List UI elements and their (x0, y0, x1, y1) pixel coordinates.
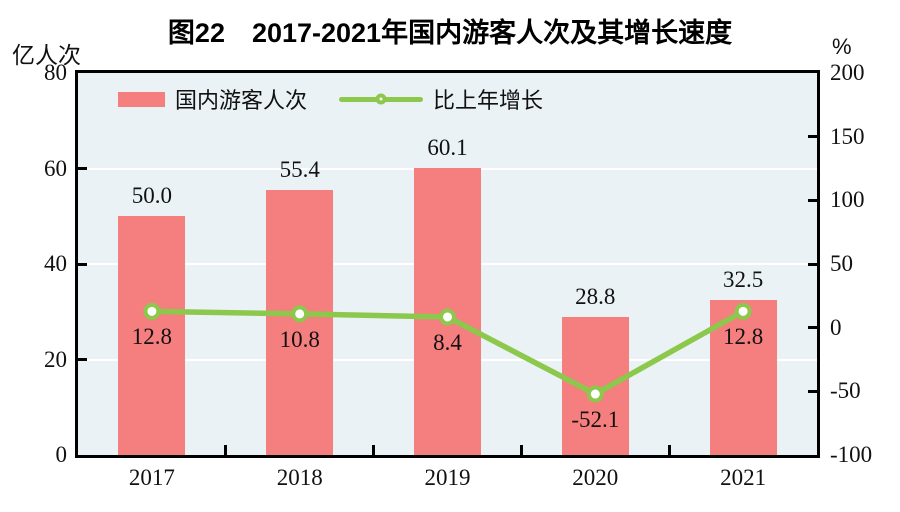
x-axis-label-2021: 2021 (720, 465, 767, 490)
right-axis-tick (808, 262, 817, 266)
right-axis-tick-label: 150 (830, 123, 865, 149)
right-axis-tick (808, 389, 817, 393)
left-axis-tick-label: 40 (44, 251, 67, 276)
growth-value-label: 8.4 (433, 329, 462, 355)
right-axis-tick (808, 135, 817, 139)
left-axis-tick-label: 20 (44, 346, 67, 372)
left-axis-tick (78, 358, 87, 361)
legend-line-dot-icon (375, 93, 387, 105)
legend-line-marker (339, 88, 424, 110)
legend-label-bars: 国内游客人次 (175, 88, 308, 113)
left-axis-tick (78, 262, 87, 266)
growth-point-2018 (291, 305, 309, 323)
bar-2018 (266, 190, 334, 455)
growth-value-label: 12.8 (722, 324, 764, 350)
x-axis-tick (667, 445, 671, 455)
x-axis-tick (224, 445, 228, 455)
growth-value-label: 12.8 (131, 324, 173, 350)
growth-point-2019 (439, 308, 456, 326)
x-axis-tick (372, 445, 376, 455)
chart-title: 图22 2017-2021年国内游客人次及其增长速度 (167, 18, 733, 48)
growth-point-2020 (586, 385, 604, 403)
right-axis-tick-label: -100 (830, 442, 873, 467)
plot-area: 国内游客人次 比上年增长 50.0 55.4 60.1 28.8 32.5 12.8 10.… (75, 70, 820, 458)
right-axis-tick-label: 100 (830, 187, 865, 213)
left-axis-tick-label: 80 (44, 60, 67, 85)
right-axis-tick-label: 0 (830, 314, 842, 340)
growth-point-2021 (734, 302, 752, 320)
bar-value-label: 55.4 (279, 157, 320, 183)
legend-label-line: 比上年增长 (433, 88, 544, 113)
growth-value-label: 10.8 (279, 326, 320, 352)
x-axis-label-2019: 2019 (424, 465, 471, 490)
right-axis-unit-label: % (832, 34, 852, 59)
bar-value-label: 60.1 (427, 135, 468, 161)
left-axis-unit-label: 亿人次 (12, 42, 81, 68)
right-axis-tick-label: 50 (830, 251, 853, 276)
legend-bar-swatch (118, 91, 165, 107)
right-axis-tick-label: 200 (830, 60, 865, 85)
right-axis-tick-label: -50 (830, 378, 861, 404)
growth-value-label: -52.1 (571, 407, 620, 432)
left-axis-tick-label: 0 (55, 442, 68, 467)
bar-value-label: 32.5 (722, 266, 764, 292)
x-axis-tick (519, 445, 523, 455)
growth-line (143, 302, 752, 403)
left-axis-tick-label: 60 (44, 155, 67, 181)
x-axis-label-2018: 2018 (276, 465, 323, 490)
bar-2017 (118, 216, 186, 455)
x-axis-label-2020: 2020 (572, 465, 619, 490)
growth-point-2017 (143, 302, 161, 320)
bar-value-label: 28.8 (575, 284, 616, 310)
left-axis-tick (78, 167, 87, 170)
right-axis-tick (808, 198, 817, 202)
x-axis-label-2017: 2017 (128, 465, 175, 490)
bar-value-label: 50.0 (131, 183, 173, 209)
right-axis-tick (808, 326, 817, 330)
legend: 国内游客人次 比上年增长 (118, 86, 544, 113)
